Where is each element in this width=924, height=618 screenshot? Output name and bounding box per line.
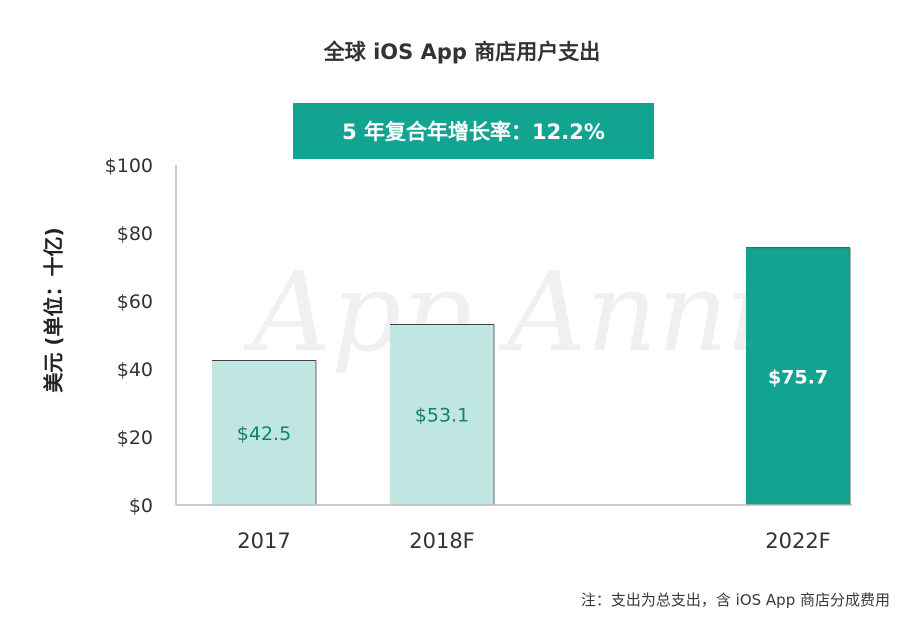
y-tick-label: $0	[129, 495, 153, 517]
data-label: $53.1	[415, 405, 469, 427]
x-tick-label: 2018F	[409, 529, 475, 553]
cagr-annotation: 5 年复合年增长率：12.2%	[293, 103, 654, 159]
y-tick-label: $80	[117, 223, 153, 245]
y-tick-label: $60	[117, 291, 153, 313]
footnote: 注：支出为总支出，含 iOS App 商店分成费用	[580, 591, 890, 609]
data-label: $42.5	[237, 423, 291, 445]
x-tick-label: 2017	[237, 529, 290, 553]
y-tick-label: $20	[117, 427, 153, 449]
y-axis-label: 美元 (单位：十亿)	[41, 227, 66, 393]
chart-title: 全球 iOS App 商店用户支出	[323, 40, 601, 64]
plot-area: $0 $20 $40 $60 $80 $100 $42.5 2017 $53.1 2018F $75…	[105, 155, 852, 553]
bar	[390, 324, 494, 505]
bar	[746, 247, 850, 505]
y-tick-label: $40	[117, 359, 153, 381]
data-label: $75.7	[768, 366, 828, 388]
bar	[212, 360, 316, 505]
y-tick-label: $100	[105, 155, 153, 177]
x-tick-label: 2022F	[765, 529, 831, 553]
watermark: App Annie	[243, 248, 829, 376]
